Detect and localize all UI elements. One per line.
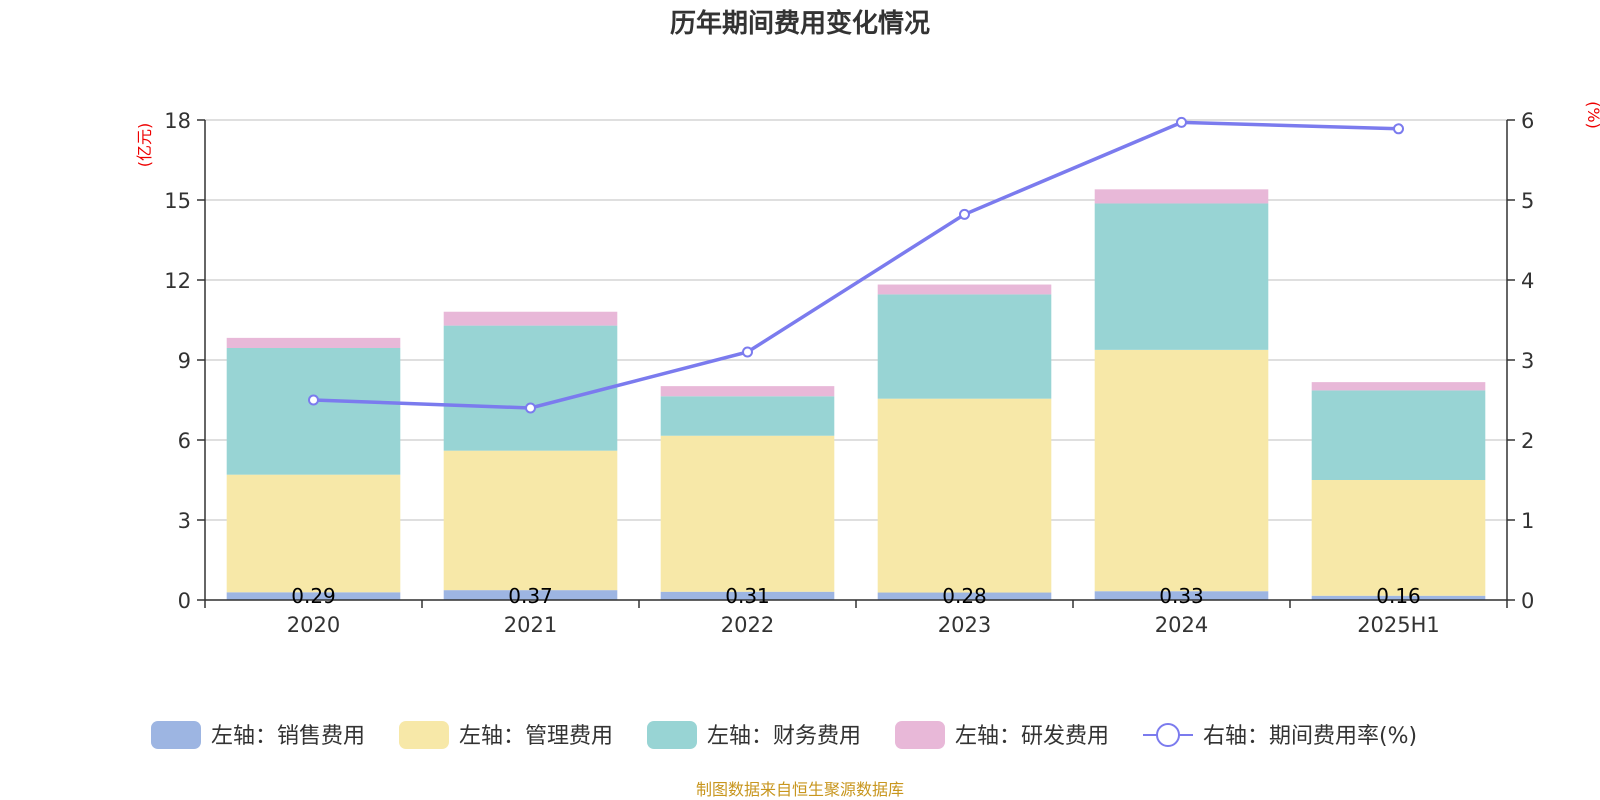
legend-swatch: [151, 721, 201, 749]
rate-point: [742, 346, 753, 358]
bar-segment-1: [443, 590, 618, 600]
bar-segment-2: [877, 398, 1052, 593]
right-axis-unit: (%): [1584, 101, 1600, 129]
legend-swatch: [895, 721, 945, 749]
right-axis-tick-label: 5: [1521, 189, 1534, 213]
rate-point: [959, 208, 970, 220]
legend-label: 右轴：期间费用率(%): [1203, 724, 1417, 749]
left-axis-tick-label: 3: [178, 509, 191, 533]
x-axis-tick-label: 2021: [504, 613, 557, 637]
bar-segment-4: [1094, 189, 1269, 204]
right-axis-tick-label: 6: [1521, 109, 1534, 133]
bar-segment-1: [877, 592, 1052, 600]
left-axis-tick-label: 0: [178, 589, 191, 613]
value-labels: 0.29 0.37 0.31 0.28 0.33 0.16: [291, 584, 1421, 608]
bar-segment-2: [226, 474, 401, 593]
left-axis-tick-label: 9: [178, 349, 191, 373]
right-axis-tick-label: 0: [1521, 589, 1534, 613]
x-axis-tick-label: 2020: [287, 613, 340, 637]
left-axis-tick-label: 15: [164, 189, 191, 213]
bar-segment-3: [877, 294, 1052, 399]
bar-segment-3: [443, 325, 618, 451]
rate-point: [525, 402, 536, 414]
left-axis-unit: (亿元): [135, 123, 154, 168]
bar-value-label: 0.31: [725, 584, 770, 608]
x-axis-tick-label: 2022: [721, 613, 774, 637]
bar-segment-3: [1094, 203, 1269, 350]
x-axis-tick-label: 2024: [1155, 613, 1208, 637]
bar-segment-2: [660, 435, 835, 592]
rate-line: [313, 120, 1399, 410]
rate-point: [1393, 123, 1404, 135]
legend: 左轴：销售费用 左轴：管理费用 左轴：财务费用 左轴：研发费用 右轴：期间费用率(%): [151, 721, 1417, 749]
legend-marker: [1156, 723, 1180, 747]
x-axis-tick-label: 2023: [938, 613, 991, 637]
legend-label: 左轴：财务费用: [707, 724, 861, 749]
bar-series: [226, 189, 1486, 600]
rate-line-series: [308, 116, 1404, 414]
bar-value-label: 0.37: [508, 584, 553, 608]
bar-segment-3: [1311, 390, 1486, 480]
bar-segment-1: [1311, 595, 1486, 600]
bar-segment-2: [1311, 480, 1486, 596]
chart-title: 历年期间费用变化情况: [670, 8, 930, 39]
right-axis-tick-label: 3: [1521, 349, 1534, 373]
bar-segment-3: [660, 396, 835, 436]
right-axis-tick-label: 1: [1521, 509, 1534, 533]
right-axis-tick-label: 4: [1521, 269, 1534, 293]
rate-point: [1176, 116, 1187, 128]
legend-label: 左轴：销售费用: [211, 724, 365, 749]
bar-segment-2: [1094, 349, 1269, 592]
left-axis-tick-label: 18: [164, 109, 191, 133]
bar-segment-4: [660, 386, 835, 397]
bar-segment-2: [443, 450, 618, 591]
bar-value-label: 0.29: [291, 584, 336, 608]
rate-point: [308, 394, 319, 406]
bar-value-label: 0.28: [942, 584, 987, 608]
legend-swatch: [399, 721, 449, 749]
left-axis-tick-label: 6: [178, 429, 191, 453]
x-axis-tick-label: 2025H1: [1357, 613, 1440, 637]
bar-segment-1: [226, 592, 401, 600]
legend-label: 左轴：研发费用: [955, 724, 1109, 749]
grid-lines: [205, 119, 1507, 601]
bar-value-label: 0.33: [1159, 584, 1204, 608]
legend-swatch: [647, 721, 697, 749]
left-axis-tick-label: 12: [164, 269, 191, 293]
right-axis-tick-label: 2: [1521, 429, 1534, 453]
bar-segment-4: [1311, 382, 1486, 391]
bar-segment-4: [226, 337, 401, 348]
bar-value-label: 0.16: [1376, 584, 1421, 608]
data-source-note: 制图数据来自恒生聚源数据库: [696, 780, 904, 799]
bar-segment-1: [660, 591, 835, 600]
bar-segment-1: [1094, 591, 1269, 600]
bar-segment-3: [226, 348, 401, 475]
legend-label: 左轴：管理费用: [459, 724, 613, 749]
bar-segment-4: [443, 311, 618, 326]
bar-segment-4: [877, 284, 1052, 295]
